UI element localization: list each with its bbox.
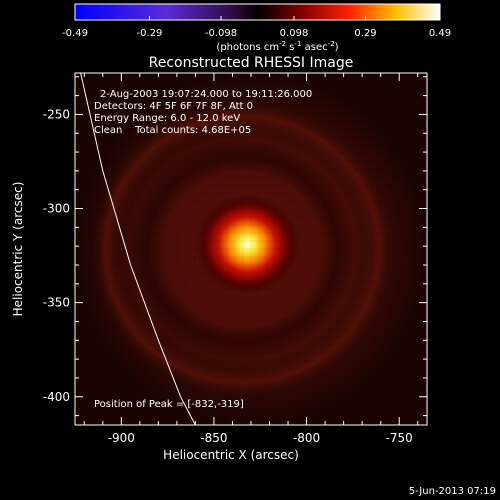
- colorbar-tick-label: 0.098: [280, 28, 309, 39]
- timestamp: 5-Jun-2013 07:19: [409, 486, 496, 497]
- units-superscript: -2: [279, 40, 286, 48]
- colorbar-labels: -0.49 -0.29 -0.098 0.098 0.29 0.49: [62, 28, 451, 39]
- units-superscript: -2: [328, 40, 335, 48]
- units-text: asec: [302, 42, 328, 53]
- info-line: Energy Range: 6.0 - 12.0 keV: [94, 113, 240, 124]
- y-tick-label: -350: [43, 296, 70, 310]
- x-axis-label: Heliocentric X (arcsec): [163, 448, 299, 462]
- chart-title: Reconstructed RHESSI Image: [149, 55, 354, 71]
- info-line: 2-Aug-2003 19:07:24.000 to 19:11:26.000: [100, 89, 312, 100]
- colorbar-units-label: (photons cm-2 s-1 asec-2): [216, 40, 338, 53]
- colorbar-tick-label: 0.29: [354, 28, 376, 39]
- units-superscript: -1: [295, 40, 302, 48]
- peak-position-label: Position of Peak = [-832,-319]: [94, 399, 244, 410]
- x-tick-label: -800: [293, 431, 320, 445]
- colorbar-tick-label: -0.29: [137, 28, 163, 39]
- colorbar-tick-label: 0.49: [429, 28, 451, 39]
- colorbar-tick-label: -0.49: [62, 28, 88, 39]
- y-tick-label: -300: [43, 202, 70, 216]
- x-tick-label: -900: [108, 431, 135, 445]
- info-line: Clean Total counts: 4.68E+05: [94, 125, 251, 136]
- x-tick-label: -750: [386, 431, 413, 445]
- units-text: (photons cm: [216, 42, 279, 53]
- colorbar: [75, 4, 440, 20]
- y-tick-label: -400: [43, 390, 70, 404]
- units-text: ): [335, 42, 339, 53]
- y-tick-label: -250: [43, 107, 70, 121]
- x-tick-label: -850: [200, 431, 227, 445]
- y-axis-label: Heliocentric Y (arcsec): [11, 182, 25, 317]
- units-text: s: [286, 42, 294, 53]
- info-line: Detectors: 4F 5F 6F 7F 8F, Att 0: [94, 101, 253, 112]
- colorbar-tick-label: -0.098: [205, 28, 237, 39]
